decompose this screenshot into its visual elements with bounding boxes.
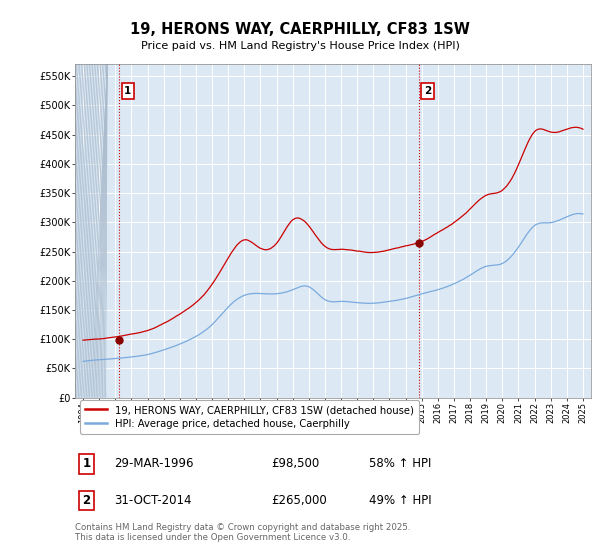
Text: 49% ↑ HPI: 49% ↑ HPI <box>369 494 432 507</box>
Text: £98,500: £98,500 <box>271 458 319 470</box>
Text: Contains HM Land Registry data © Crown copyright and database right 2025.
This d: Contains HM Land Registry data © Crown c… <box>75 522 410 542</box>
Legend: 19, HERONS WAY, CAERPHILLY, CF83 1SW (detached house), HPI: Average price, detac: 19, HERONS WAY, CAERPHILLY, CF83 1SW (de… <box>80 400 419 434</box>
Polygon shape <box>75 64 107 398</box>
Text: 2: 2 <box>82 494 91 507</box>
Text: 1: 1 <box>82 458 91 470</box>
Text: 58% ↑ HPI: 58% ↑ HPI <box>369 458 431 470</box>
Text: £265,000: £265,000 <box>271 494 327 507</box>
Text: 2: 2 <box>424 86 431 96</box>
Text: 19, HERONS WAY, CAERPHILLY, CF83 1SW: 19, HERONS WAY, CAERPHILLY, CF83 1SW <box>130 22 470 38</box>
Text: Price paid vs. HM Land Registry's House Price Index (HPI): Price paid vs. HM Land Registry's House … <box>140 41 460 51</box>
Text: 29-MAR-1996: 29-MAR-1996 <box>114 458 193 470</box>
Text: 1: 1 <box>124 86 131 96</box>
Text: 31-OCT-2014: 31-OCT-2014 <box>114 494 191 507</box>
